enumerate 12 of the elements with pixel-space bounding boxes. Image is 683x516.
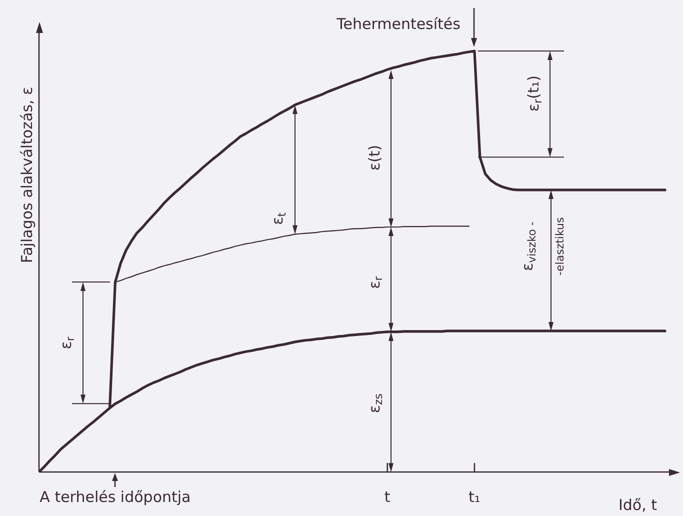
x-tick-label: t₁ <box>468 488 480 506</box>
annotation: εt <box>268 212 289 225</box>
annotation: Tehermentesítés <box>336 14 461 33</box>
annotation: εr <box>365 276 386 289</box>
y-axis-title: Fajlagos alakváltozás, ε <box>18 86 36 264</box>
annotation: εzs <box>365 393 386 414</box>
annotation: ε(t) <box>365 144 384 171</box>
annotation: εr(t₁) <box>524 75 544 112</box>
annotation: εr <box>57 336 78 350</box>
x-axis-title: Idő, t <box>618 496 658 514</box>
x-tick-label: t <box>384 488 390 506</box>
x-tick-label: A terhelés időpontja <box>40 488 191 506</box>
